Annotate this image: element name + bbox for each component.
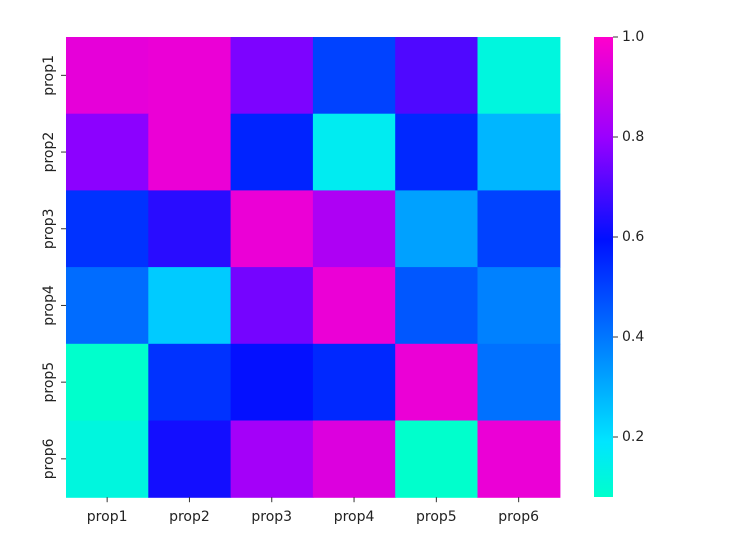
heatmap-cell-prop4-prop1: [66, 267, 149, 345]
heatmap-cell-prop1-prop2: [148, 37, 232, 115]
y-axis-ticks: prop1 prop2 prop3 prop4 prop5 prop6: [41, 55, 66, 479]
x-tick-label: prop6: [498, 509, 539, 525]
heatmap-cell-prop5-prop5: [395, 343, 479, 422]
heatmap-cell-prop6-prop5: [395, 420, 479, 498]
heatmap-cell-prop1-prop6: [477, 37, 561, 115]
heatmap-cell-prop6-prop3: [230, 420, 314, 498]
heatmap-cell-prop2-prop3: [230, 113, 314, 191]
colorbar-ticks: 1.0 0.8 0.6 0.4 0.2: [613, 29, 644, 445]
heatmap-cell-prop3-prop5: [395, 190, 479, 268]
heatmap-cell-prop2-prop5: [395, 113, 479, 191]
heatmap-cell-prop3-prop1: [66, 190, 149, 268]
heatmap-cell-prop5-prop2: [148, 343, 232, 422]
heatmap-cell-prop6-prop2: [148, 420, 232, 498]
x-tick-label: prop2: [169, 509, 210, 525]
colorbar-tick-label: 0.6: [622, 229, 644, 245]
heatmap-cell-prop3-prop2: [148, 190, 232, 268]
heatmap-cell-prop6-prop6: [477, 420, 561, 498]
x-tick-label: prop5: [416, 509, 457, 525]
heatmap-cell-prop2-prop2: [148, 113, 232, 191]
heatmap-cell-prop6-prop4: [312, 420, 396, 498]
heatmap-cell-prop1-prop5: [395, 37, 479, 115]
colorbar-tick-label: 0.4: [622, 329, 644, 345]
heatmap-cells: [66, 37, 561, 498]
heatmap-cell-prop4-prop3: [230, 267, 314, 345]
colorbar-tick-label: 0.2: [622, 429, 644, 445]
heatmap-cell-prop3-prop6: [477, 190, 561, 268]
heatmap-cell-prop4-prop5: [395, 267, 479, 345]
x-axis-ticks: prop1 prop2 prop3 prop4 prop5 prop6: [87, 497, 539, 525]
x-tick-label: prop4: [334, 509, 375, 525]
heatmap-cell-prop6-prop1: [66, 420, 149, 498]
heatmap-cell-prop5-prop4: [312, 343, 396, 422]
heatmap-cell-prop2-prop1: [66, 113, 149, 191]
heatmap-cell-prop2-prop4: [312, 113, 396, 191]
y-tick-label: prop6: [41, 438, 57, 479]
colorbar: [594, 37, 613, 497]
heatmap-cell-prop4-prop2: [148, 267, 232, 345]
heatmap-cell-prop5-prop6: [477, 343, 561, 422]
colorbar-tick-label: 0.8: [622, 129, 644, 145]
y-tick-label: prop1: [41, 55, 57, 96]
heatmap-cell-prop4-prop6: [477, 267, 561, 345]
heatmap-cell-prop1-prop1: [66, 37, 149, 115]
colorbar-tick-label: 1.0: [622, 29, 644, 45]
y-tick-label: prop3: [41, 208, 57, 249]
heatmap-cell-prop5-prop3: [230, 343, 314, 422]
heatmap-cell-prop3-prop4: [312, 190, 396, 268]
y-tick-label: prop5: [41, 362, 57, 403]
heatmap-cell-prop4-prop4: [312, 267, 396, 345]
heatmap-cell-prop5-prop1: [66, 343, 149, 422]
x-tick-label: prop1: [87, 509, 128, 525]
y-tick-label: prop4: [41, 285, 57, 326]
x-tick-label: prop3: [251, 509, 292, 525]
y-tick-label: prop2: [41, 132, 57, 173]
heatmap-cell-prop3-prop3: [230, 190, 314, 268]
heatmap-cell-prop2-prop6: [477, 113, 561, 191]
heatmap-cell-prop1-prop4: [312, 37, 396, 115]
heatmap-cell-prop1-prop3: [230, 37, 314, 115]
